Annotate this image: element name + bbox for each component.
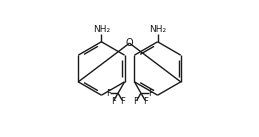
Text: NH₂: NH₂ (93, 25, 110, 34)
Text: F: F (120, 97, 125, 106)
Text: F: F (106, 89, 111, 98)
Text: NH₂: NH₂ (149, 25, 166, 34)
Text: F: F (134, 97, 139, 106)
Text: F: F (148, 89, 153, 98)
Text: F: F (143, 97, 148, 106)
Text: F: F (111, 97, 116, 106)
Text: O: O (126, 38, 133, 48)
